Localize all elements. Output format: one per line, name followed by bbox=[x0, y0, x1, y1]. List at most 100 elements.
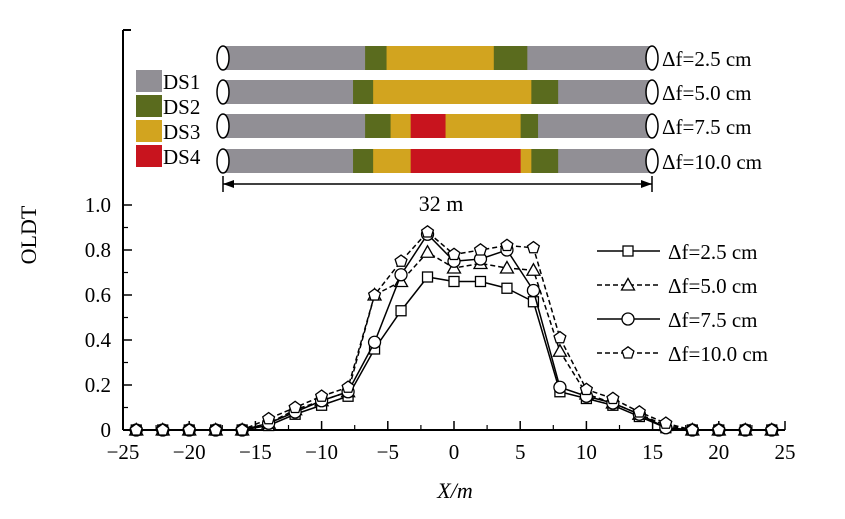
data-point bbox=[685, 422, 699, 436]
damage-bar-label: Δf=5.0 cm bbox=[662, 81, 752, 105]
data-point bbox=[526, 240, 541, 254]
y-tick-label: 1.0 bbox=[85, 193, 111, 217]
x-tick-label: −5 bbox=[377, 440, 399, 464]
x-axis-label: X/m bbox=[436, 478, 472, 503]
damage-segment-ds3 bbox=[520, 149, 532, 173]
data-point bbox=[447, 247, 461, 261]
legend-label: Δf=2.5 cm bbox=[668, 240, 758, 264]
damage-segment-ds1 bbox=[223, 114, 366, 138]
data-point bbox=[182, 422, 196, 436]
data-point bbox=[659, 416, 673, 429]
damage-segment-ds1 bbox=[558, 80, 653, 104]
data-point bbox=[553, 380, 567, 394]
bar-end-left bbox=[216, 148, 230, 174]
legend-label: Δf=5.0 cm bbox=[668, 274, 758, 298]
data-point bbox=[765, 422, 779, 436]
damage-bar-1: Δf=2.5 cm bbox=[216, 45, 752, 71]
x-tick-label: −15 bbox=[239, 440, 272, 464]
data-point bbox=[420, 224, 435, 238]
damage-bar-label: Δf=7.5 cm bbox=[662, 115, 752, 139]
x-tick-label: 25 bbox=[775, 440, 796, 464]
damage-bar-3: Δf=7.5 cm bbox=[216, 113, 752, 139]
legend-marker bbox=[621, 312, 635, 326]
data-point bbox=[606, 391, 620, 405]
length-arrowhead-left bbox=[223, 180, 234, 188]
damage-segment-ds1 bbox=[538, 114, 653, 138]
legend-marker bbox=[620, 277, 636, 291]
data-point bbox=[395, 305, 407, 317]
chart-series bbox=[128, 224, 780, 437]
damage-segment-ds1 bbox=[223, 80, 354, 104]
x-tick-label: −10 bbox=[305, 440, 338, 464]
data-point bbox=[474, 275, 487, 288]
damage-segment-ds3 bbox=[390, 114, 412, 138]
legend-label: Δf=7.5 cm bbox=[668, 308, 758, 332]
data-point bbox=[341, 380, 355, 393]
data-point bbox=[129, 422, 143, 436]
damage-segment-ds2 bbox=[365, 46, 388, 70]
data-point bbox=[526, 283, 541, 298]
damage-segment-ds3 bbox=[373, 80, 532, 104]
bar-end-right bbox=[645, 113, 659, 139]
y-tick-label: 0.8 bbox=[85, 238, 111, 262]
x-tick-label: 0 bbox=[449, 440, 460, 464]
damage-segment-ds2 bbox=[531, 80, 559, 104]
damage-segment-ds2 bbox=[520, 114, 539, 138]
x-tick-label: 15 bbox=[642, 440, 663, 464]
ds-legend-label: DS3 bbox=[163, 120, 200, 144]
data-point bbox=[500, 238, 514, 252]
y-tick-label: 0.4 bbox=[85, 328, 112, 352]
damage-segment-ds2 bbox=[353, 149, 374, 173]
data-point bbox=[314, 389, 329, 402]
ds-legend-swatch bbox=[136, 95, 162, 117]
y-tick-label: 0 bbox=[101, 418, 112, 442]
data-point bbox=[632, 404, 647, 418]
data-point bbox=[261, 411, 276, 425]
bar-end-left bbox=[216, 113, 230, 139]
data-point bbox=[394, 268, 408, 282]
length-arrowhead-right bbox=[641, 180, 652, 188]
data-point bbox=[156, 422, 170, 436]
bar-end-right bbox=[645, 45, 659, 71]
chart-axes: OLDT X/m −25 −20 −15 −10 −5 0 5 10 15 20 25 0 0.2 0.4… bbox=[16, 29, 796, 503]
damage-segment-ds2 bbox=[353, 80, 374, 104]
data-point bbox=[738, 422, 752, 436]
y-tick-label: 0.6 bbox=[85, 283, 111, 307]
data-point bbox=[419, 244, 436, 258]
damage-segment-ds4 bbox=[410, 149, 522, 173]
ds-legend-swatch bbox=[136, 145, 162, 167]
bar-end-right bbox=[645, 79, 659, 105]
damage-segment-ds4 bbox=[410, 114, 447, 138]
damage-segment-ds2 bbox=[531, 149, 559, 173]
damage-segment-ds1 bbox=[223, 46, 366, 70]
data-point bbox=[473, 242, 488, 256]
data-point bbox=[448, 275, 460, 288]
data-point bbox=[501, 282, 513, 294]
data-point bbox=[499, 260, 515, 274]
x-tick-label: 5 bbox=[515, 440, 526, 464]
y-axis-label: OLDT bbox=[16, 205, 41, 264]
x-tick-label: 10 bbox=[576, 440, 597, 464]
data-point bbox=[367, 287, 382, 301]
data-point bbox=[235, 422, 249, 436]
series-4 bbox=[129, 224, 779, 436]
damage-segment-ds1 bbox=[223, 149, 354, 173]
data-point bbox=[421, 271, 434, 283]
ds-legend-label: DS4 bbox=[163, 145, 201, 169]
damage-bar-2: Δf=5.0 cm bbox=[216, 79, 752, 105]
damage-segment-ds1 bbox=[527, 46, 653, 70]
x-tick-label: 20 bbox=[708, 440, 729, 464]
damage-segment-ds3 bbox=[386, 46, 495, 70]
x-tick-label: −25 bbox=[107, 440, 140, 464]
damage-bar-4: Δf=10.0 cm bbox=[216, 148, 762, 174]
data-point bbox=[553, 330, 567, 344]
damage-segment-ds1 bbox=[558, 149, 653, 173]
legend-marker bbox=[622, 245, 634, 257]
damage-segment-ds3 bbox=[445, 114, 522, 138]
ds-legend-swatch bbox=[136, 120, 162, 142]
data-point bbox=[288, 400, 302, 414]
ds-legend-swatch bbox=[136, 70, 162, 92]
ds-legend-label: DS2 bbox=[163, 95, 200, 119]
bar-end-right bbox=[645, 148, 659, 174]
